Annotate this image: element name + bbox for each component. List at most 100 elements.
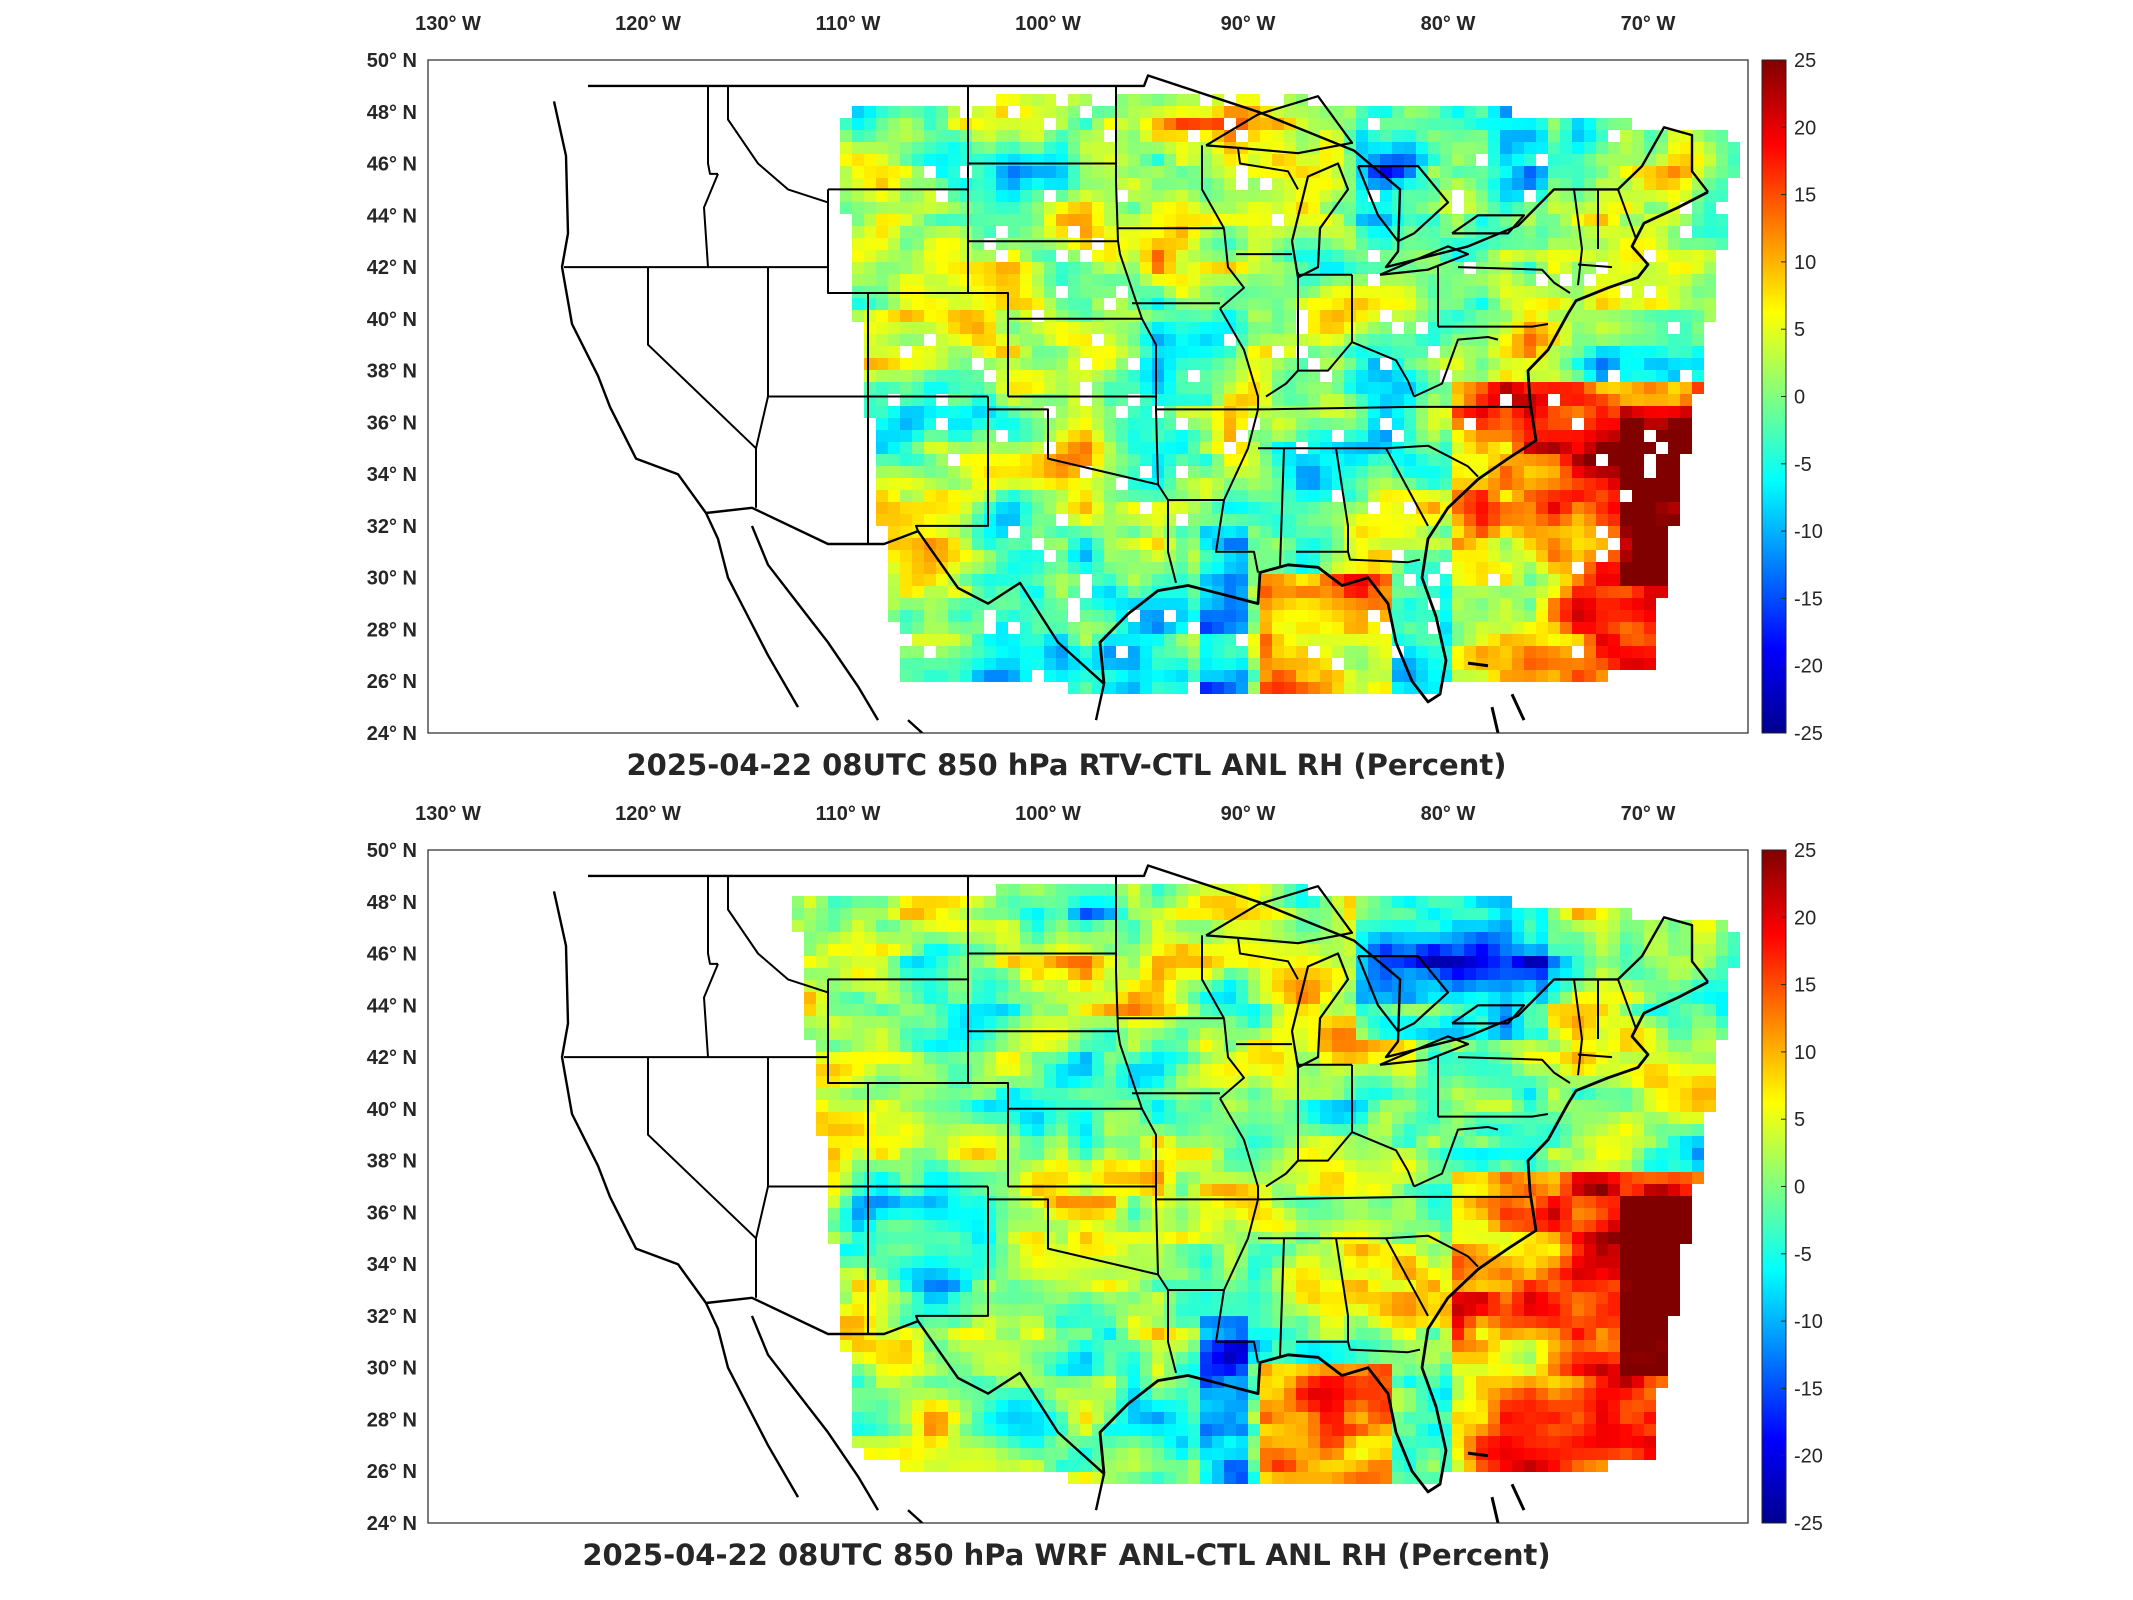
great-lake-outline (1451, 1004, 1526, 1025)
state-border (988, 1198, 1159, 1276)
lon-tick-label: 80° W (1421, 803, 1476, 825)
rh-difference-field (792, 884, 1740, 1484)
state-border (1617, 979, 1637, 1029)
country-border (705, 506, 1105, 685)
state-border (707, 85, 718, 175)
state-border (1279, 1238, 1285, 1358)
colorbar-tick-label: -15 (1794, 588, 1823, 610)
state-border (1573, 189, 1583, 286)
great-lake-outline (1356, 955, 1450, 1033)
state-border (988, 408, 1159, 486)
state-border (1167, 1290, 1177, 1374)
state-border (1215, 1097, 1259, 1363)
colorbar-tick-label: 25 (1794, 50, 1816, 72)
colorbar-tick-label: -5 (1794, 454, 1812, 476)
panel-rtv: 130° W 120° W 110° W 100° W 90° W 80° W 70° W 5… (367, 13, 1823, 782)
colorbar-tick-label: -25 (1794, 723, 1823, 745)
plot-frame (427, 849, 1749, 1524)
state-border (1141, 1108, 1258, 1201)
colorbar-tick-label: 15 (1794, 975, 1816, 997)
lon-tick-label: 70° W (1621, 13, 1676, 35)
colorbar-tick-label: 5 (1794, 319, 1805, 341)
state-border (1258, 444, 1479, 478)
island-outline (1490, 706, 1500, 733)
lon-tick-label: 110° W (816, 13, 881, 35)
colorbar-tick-label: 10 (1794, 1042, 1816, 1064)
lat-tick-label: 30° N (367, 568, 417, 590)
colorbar-tick-label: -20 (1794, 656, 1823, 678)
island-outline (1510, 693, 1526, 721)
colorbar-tick-label: -25 (1794, 1513, 1823, 1535)
colorbar-tick-label: 5 (1794, 1109, 1805, 1131)
lon-tick-label: 120° W (615, 13, 681, 35)
state-border (1237, 147, 1299, 190)
panel-wrf: 130° W 120° W 110° W 100° W 90° W 80° W 70° W 5… (0, 790, 2133, 1590)
island-outline (1510, 1483, 1526, 1511)
island-outline (1490, 1496, 1500, 1523)
lat-tick-label: 28° N (367, 619, 417, 641)
state-border (1155, 1199, 1224, 1291)
colorbar-tick-label: 25 (1794, 840, 1816, 862)
state-border (727, 85, 829, 204)
lat-tick-label: 26° N (367, 1461, 417, 1483)
coastline (907, 1509, 925, 1523)
lat-tick-label: 48° N (367, 102, 417, 124)
colorbar-tick-label: 20 (1794, 117, 1816, 139)
state-border (1438, 1113, 1549, 1118)
state-border (1347, 551, 1421, 564)
state-border (968, 292, 1142, 320)
great-lake-outline (1379, 1035, 1470, 1066)
state-border (1385, 1237, 1429, 1317)
lon-tick-label: 70° W (1621, 803, 1676, 825)
state-border (703, 963, 719, 1058)
state-border (1577, 263, 1613, 269)
great-lake-outline (1290, 952, 1350, 1069)
coastline (907, 719, 925, 733)
lon-tick-label: 130° W (415, 13, 481, 35)
lat-tick-label: 30° N (367, 1358, 417, 1380)
lat-tick-label: 42° N (367, 1047, 417, 1069)
colorbar-tick-label: 20 (1794, 907, 1816, 929)
lat-tick-label: 44° N (367, 205, 417, 227)
coastline (552, 101, 800, 708)
lat-tick-label: 24° N (367, 1513, 417, 1535)
state-border (707, 875, 718, 965)
panel-title: 2025-04-22 08UTC 850 hPa RTV-CTL ANL RH … (626, 748, 1507, 782)
lon-tick-label: 130° W (415, 803, 481, 825)
lat-tick-label: 44° N (367, 995, 417, 1017)
great-lake-outline (1451, 214, 1526, 235)
state-border (755, 267, 769, 508)
state-border (1141, 318, 1258, 411)
state-border (1219, 228, 1245, 310)
lat-tick-label: 34° N (367, 464, 417, 486)
state-border (1617, 189, 1637, 239)
lat-tick-label: 38° N (367, 361, 417, 383)
state-border (1167, 500, 1177, 584)
lon-tick-label: 120° W (615, 803, 681, 825)
lat-tick-label: 36° N (367, 1202, 417, 1224)
state-border (1413, 336, 1499, 398)
lat-tick-label: 32° N (367, 1306, 417, 1328)
state-border (1201, 145, 1225, 229)
state-border (647, 267, 757, 450)
state-border (1257, 405, 1530, 411)
colorbar-tick-label: 0 (1794, 387, 1805, 409)
lon-tick-label: 110° W (816, 803, 881, 825)
lat-tick-label: 40° N (367, 1099, 417, 1121)
state-border (1215, 307, 1259, 573)
lon-tick-label: 100° W (1015, 13, 1081, 35)
coastline (1098, 190, 1709, 704)
state-border (1457, 1056, 1571, 1084)
state-border (967, 166, 1118, 243)
plot-frame (427, 59, 1749, 734)
state-border (1573, 979, 1583, 1076)
coastline (552, 891, 800, 1498)
state-border (1347, 1341, 1421, 1354)
lat-tick-label: 38° N (367, 1151, 417, 1173)
state-border (1285, 1131, 1415, 1187)
lon-tick-label: 100° W (1015, 803, 1081, 825)
state-border (1413, 1126, 1499, 1188)
state-border (1385, 447, 1429, 527)
colorbar-tick-label: 10 (1794, 252, 1816, 274)
state-border (1115, 85, 1143, 320)
